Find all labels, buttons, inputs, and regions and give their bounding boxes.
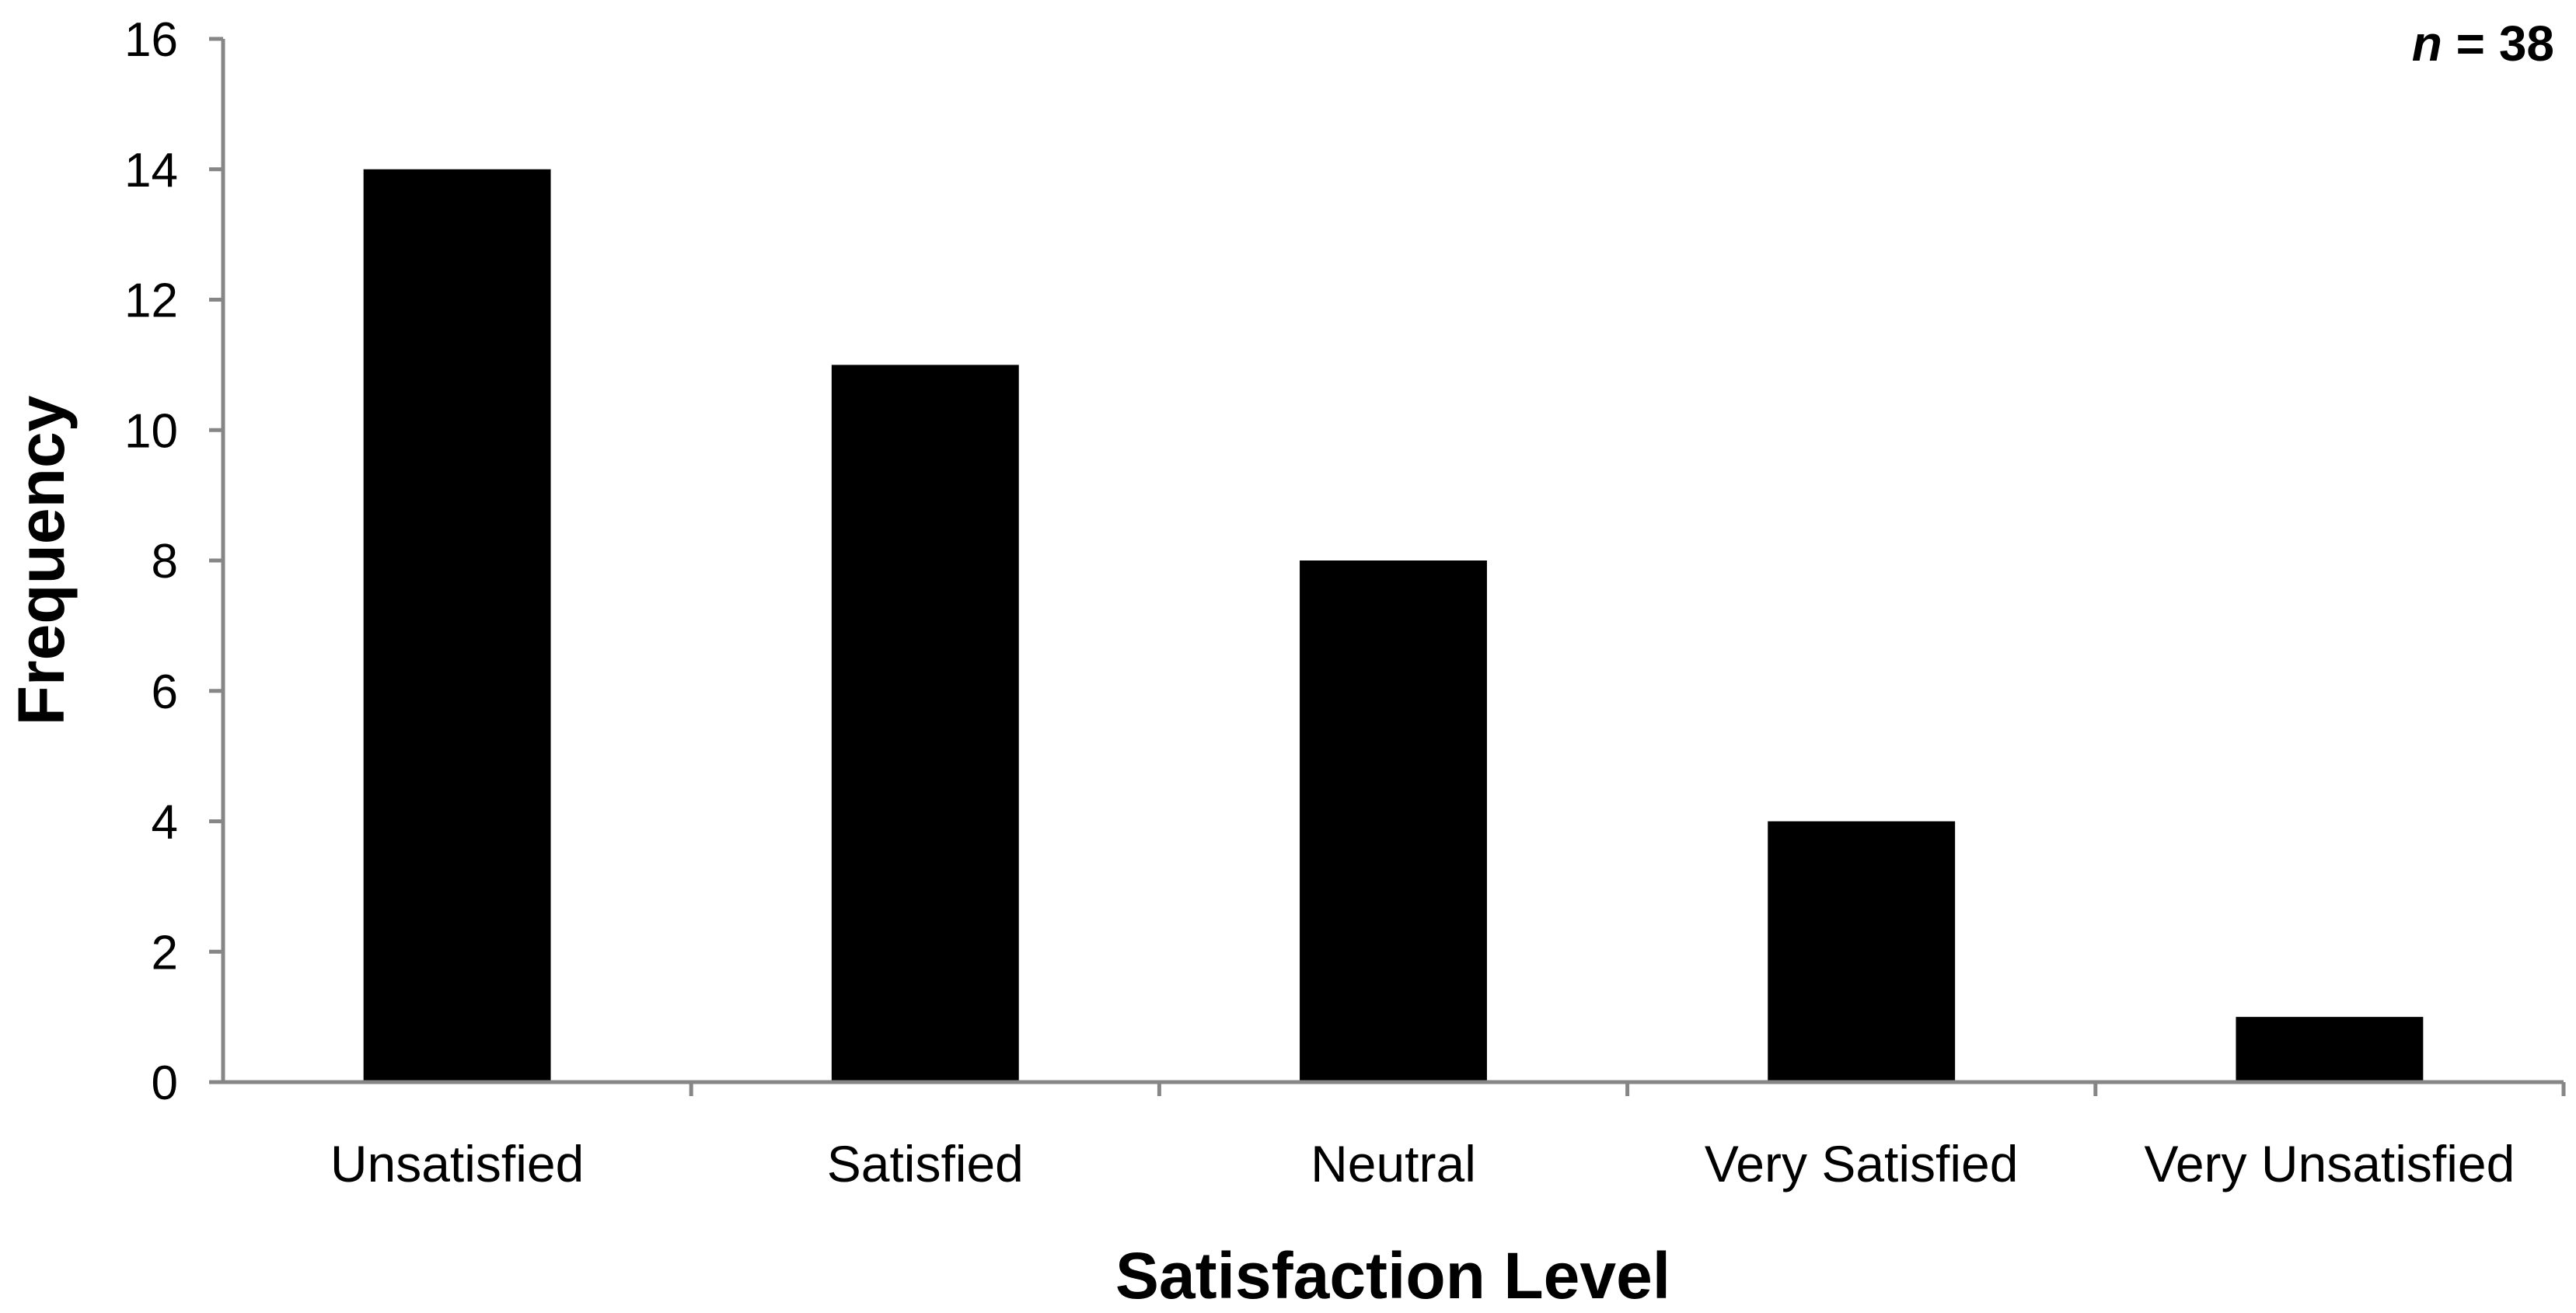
y-tick-label: 12 — [124, 274, 178, 328]
y-ticks-layer: 0 2 4 6 8 10 12 14 16 — [124, 13, 223, 1110]
sample-size-annotation: n = 38 — [2412, 16, 2554, 72]
bar-very-satisfied — [1768, 821, 1956, 1082]
y-tick-label: 2 — [152, 926, 178, 980]
sample-size-symbol: n — [2412, 16, 2442, 72]
x-labels-layer: Unsatisfied Satisfied Neutral Very Satisfie… — [330, 1135, 2515, 1193]
y-tick-label: 0 — [152, 1056, 178, 1110]
x-category-label: Satisfied — [827, 1135, 1024, 1193]
sample-size-value: = 38 — [2442, 16, 2554, 72]
y-tick-label: 8 — [152, 535, 178, 588]
y-axis-title: Frequency — [5, 395, 78, 725]
bar-unsatisfied — [363, 169, 551, 1082]
x-category-label: Neutral — [1311, 1135, 1476, 1193]
x-axis-title: Satisfaction Level — [1115, 1239, 1670, 1309]
bar-satisfied — [831, 365, 1019, 1082]
x-category-label: Unsatisfied — [330, 1135, 585, 1193]
y-tick-label: 6 — [152, 665, 178, 719]
bars-layer — [363, 169, 2566, 1096]
y-tick-label: 14 — [124, 144, 178, 197]
x-category-label: Very Unsatisfied — [2144, 1135, 2515, 1193]
y-tick-label: 10 — [124, 404, 178, 458]
y-tick-label: 4 — [152, 796, 178, 850]
x-category-label: Very Satisfied — [1705, 1135, 2019, 1193]
y-tick-label: 16 — [124, 13, 178, 67]
bar-very-unsatisfied — [2236, 1017, 2424, 1082]
bar-neutral — [1300, 560, 1487, 1082]
